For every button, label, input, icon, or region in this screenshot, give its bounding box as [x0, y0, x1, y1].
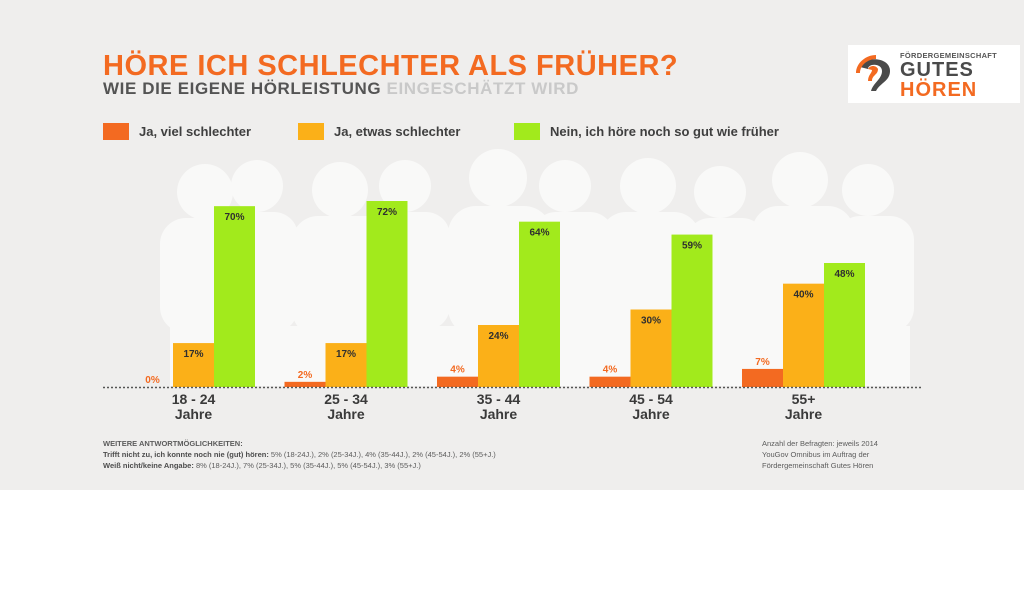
ear-logo-icon: [856, 55, 890, 91]
footer-heading: WEITERE ANTWORTMÖGLICHKEITEN:: [103, 439, 243, 448]
footer-line2-value: 8% (18-24J.), 7% (25-34J.), 5% (35-44J.)…: [193, 461, 421, 470]
x-tick-label-1-line-2: Jahre: [175, 406, 213, 422]
chart-title: HÖRE ICH SCHLECHTER ALS FRÜHER?: [103, 50, 679, 82]
data-label-gut-1: 70%: [224, 212, 244, 223]
gutes-hoeren-logo: FÖRDERGEMEINSCHAFT GUTES HÖREN: [848, 45, 1020, 103]
logo-small-text: FÖRDERGEMEINSCHAFT: [900, 51, 998, 60]
source-line-1: Anzahl der Befragten: jeweils 2014: [762, 439, 878, 448]
bar-viel-schlechter-4: [589, 376, 631, 387]
footer-notes: WEITERE ANTWORTMÖGLICHKEITEN: Trifft nic…: [103, 438, 496, 471]
bar-etwas-schlechter-4: [630, 309, 672, 387]
bar-etwas-schlechter-5: [783, 283, 824, 387]
bar-viel-schlechter-2: [284, 381, 326, 387]
footer-line-2: Weiß nicht/keine Angabe: 8% (18-24J.), 7…: [103, 460, 496, 471]
bar-gut-2: [366, 201, 408, 387]
legend-label-series1: Ja, viel schlechter: [139, 123, 252, 139]
subtitle-light: EINGESCHÄTZT WIRD: [386, 79, 579, 98]
data-label-viel-schlechter-2: 2%: [298, 370, 313, 381]
bar-etwas-schlechter-3: [478, 325, 519, 387]
logo-line2: HÖREN: [900, 79, 978, 101]
legend-label-series3: Nein, ich höre noch so gut wie früher: [550, 123, 779, 139]
legend-item-series2: Ja, etwas schlechter: [298, 122, 460, 140]
x-tick-label-5-line-1: 55+: [792, 391, 816, 407]
footer-line2-label: Weiß nicht/keine Angabe:: [103, 461, 194, 470]
bar-gut-1: [214, 206, 255, 387]
bar-viel-schlechter-5: [742, 368, 783, 387]
data-label-etwas-schlechter-1: 17%: [183, 349, 203, 360]
logo-line1: GUTES: [900, 59, 974, 81]
x-tick-label-3-line-2: Jahre: [480, 406, 518, 422]
data-label-gut-2: 72%: [377, 207, 397, 218]
x-tick-label-4-line-1: 45 - 54: [629, 391, 673, 407]
legend-item-series3: Nein, ich höre noch so gut wie früher: [514, 122, 779, 140]
data-label-viel-schlechter-5: 7%: [755, 357, 770, 368]
data-label-etwas-schlechter-5: 40%: [793, 290, 813, 301]
data-label-etwas-schlechter-4: 30%: [641, 316, 661, 327]
data-label-viel-schlechter-3: 4%: [450, 365, 465, 376]
infographic-panel: HÖRE ICH SCHLECHTER ALS FRÜHER? WIE DIE …: [0, 0, 1024, 490]
subtitle-dark: WIE DIE EIGENE HÖRLEISTUNG: [103, 79, 382, 98]
bar-gut-3: [519, 221, 560, 387]
x-tick-label-1-line-1: 18 - 24: [172, 391, 216, 407]
data-label-etwas-schlechter-3: 24%: [488, 331, 508, 342]
legend-swatch-series2: [298, 122, 324, 140]
x-tick-label-4-line-2: Jahre: [632, 406, 670, 422]
x-tick-label-3-line-1: 35 - 44: [477, 391, 521, 407]
footer-line1-label: Trifft nicht zu, ich konnte noch nie (gu…: [103, 450, 269, 459]
bar-gut-4: [671, 234, 713, 387]
x-tick-label-2-line-1: 25 - 34: [324, 391, 368, 407]
data-label-viel-schlechter-4: 4%: [603, 365, 618, 376]
data-label-gut-5: 48%: [834, 269, 854, 280]
legend-item-series1: Ja, viel schlechter: [103, 122, 251, 140]
legend-swatch-series1: [103, 122, 129, 140]
bar-viel-schlechter-3: [437, 376, 478, 387]
data-label-gut-4: 59%: [682, 241, 702, 252]
x-tick-label-5-line-2: Jahre: [785, 406, 823, 422]
bar-etwas-schlechter-2: [325, 343, 367, 387]
legend-swatch-series3: [514, 122, 540, 140]
footer-line1-value: 5% (18-24J.), 2% (25-34J.), 4% (35-44J.)…: [268, 450, 496, 459]
bar-gut-5: [824, 263, 865, 387]
x-tick-label-2-line-2: Jahre: [327, 406, 365, 422]
bar-etwas-schlechter-1: [173, 343, 214, 387]
data-label-gut-3: 64%: [529, 228, 549, 239]
chart-subtitle: WIE DIE EIGENE HÖRLEISTUNG EINGESCHÄTZT …: [103, 79, 579, 99]
source-line-3: Fördergemeinschaft Gutes Hören: [762, 461, 874, 470]
source-note: Anzahl der Befragten: jeweils 2014 YouGo…: [762, 438, 878, 471]
footer-line-1: Trifft nicht zu, ich konnte noch nie (gu…: [103, 449, 496, 460]
data-label-etwas-schlechter-2: 17%: [336, 349, 356, 360]
legend-label-series2: Ja, etwas schlechter: [334, 123, 461, 139]
source-line-2: YouGov Omnibus im Auftrag der: [762, 450, 870, 459]
data-label-viel-schlechter-1: 0%: [145, 375, 160, 386]
